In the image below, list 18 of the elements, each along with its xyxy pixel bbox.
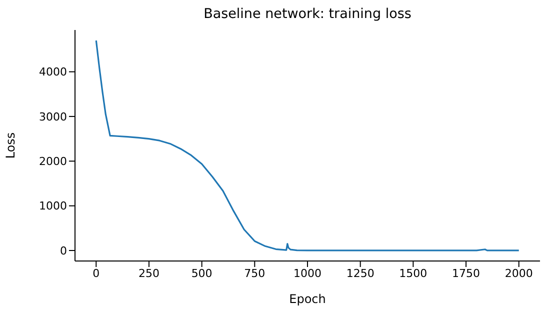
y-tick-label: 4000 xyxy=(39,66,67,79)
chart-title: Baseline network: training loss xyxy=(202,6,412,22)
x-tick-label: 250 xyxy=(138,266,160,280)
y-tick-label: 0 xyxy=(60,244,67,258)
x-tick-label: 2000 xyxy=(504,266,533,280)
x-axis-title: Epoch xyxy=(289,292,326,306)
line-series xyxy=(95,40,520,252)
y-tick-label: 1000 xyxy=(39,200,67,213)
y-axis-title: Loss xyxy=(3,132,18,159)
x-tick-label: 1750 xyxy=(452,266,480,280)
x-tick-label: 0 xyxy=(92,266,100,280)
x-tick-label: 1000 xyxy=(294,266,322,280)
x-tick-label: 1500 xyxy=(399,266,428,280)
y-tick-label: 2000 xyxy=(39,155,67,168)
y-tick-label: 3000 xyxy=(39,110,67,124)
x-tick-label: 1250 xyxy=(346,266,374,280)
x-tick-label: 500 xyxy=(191,266,212,280)
x-tick-label: 750 xyxy=(244,266,266,280)
